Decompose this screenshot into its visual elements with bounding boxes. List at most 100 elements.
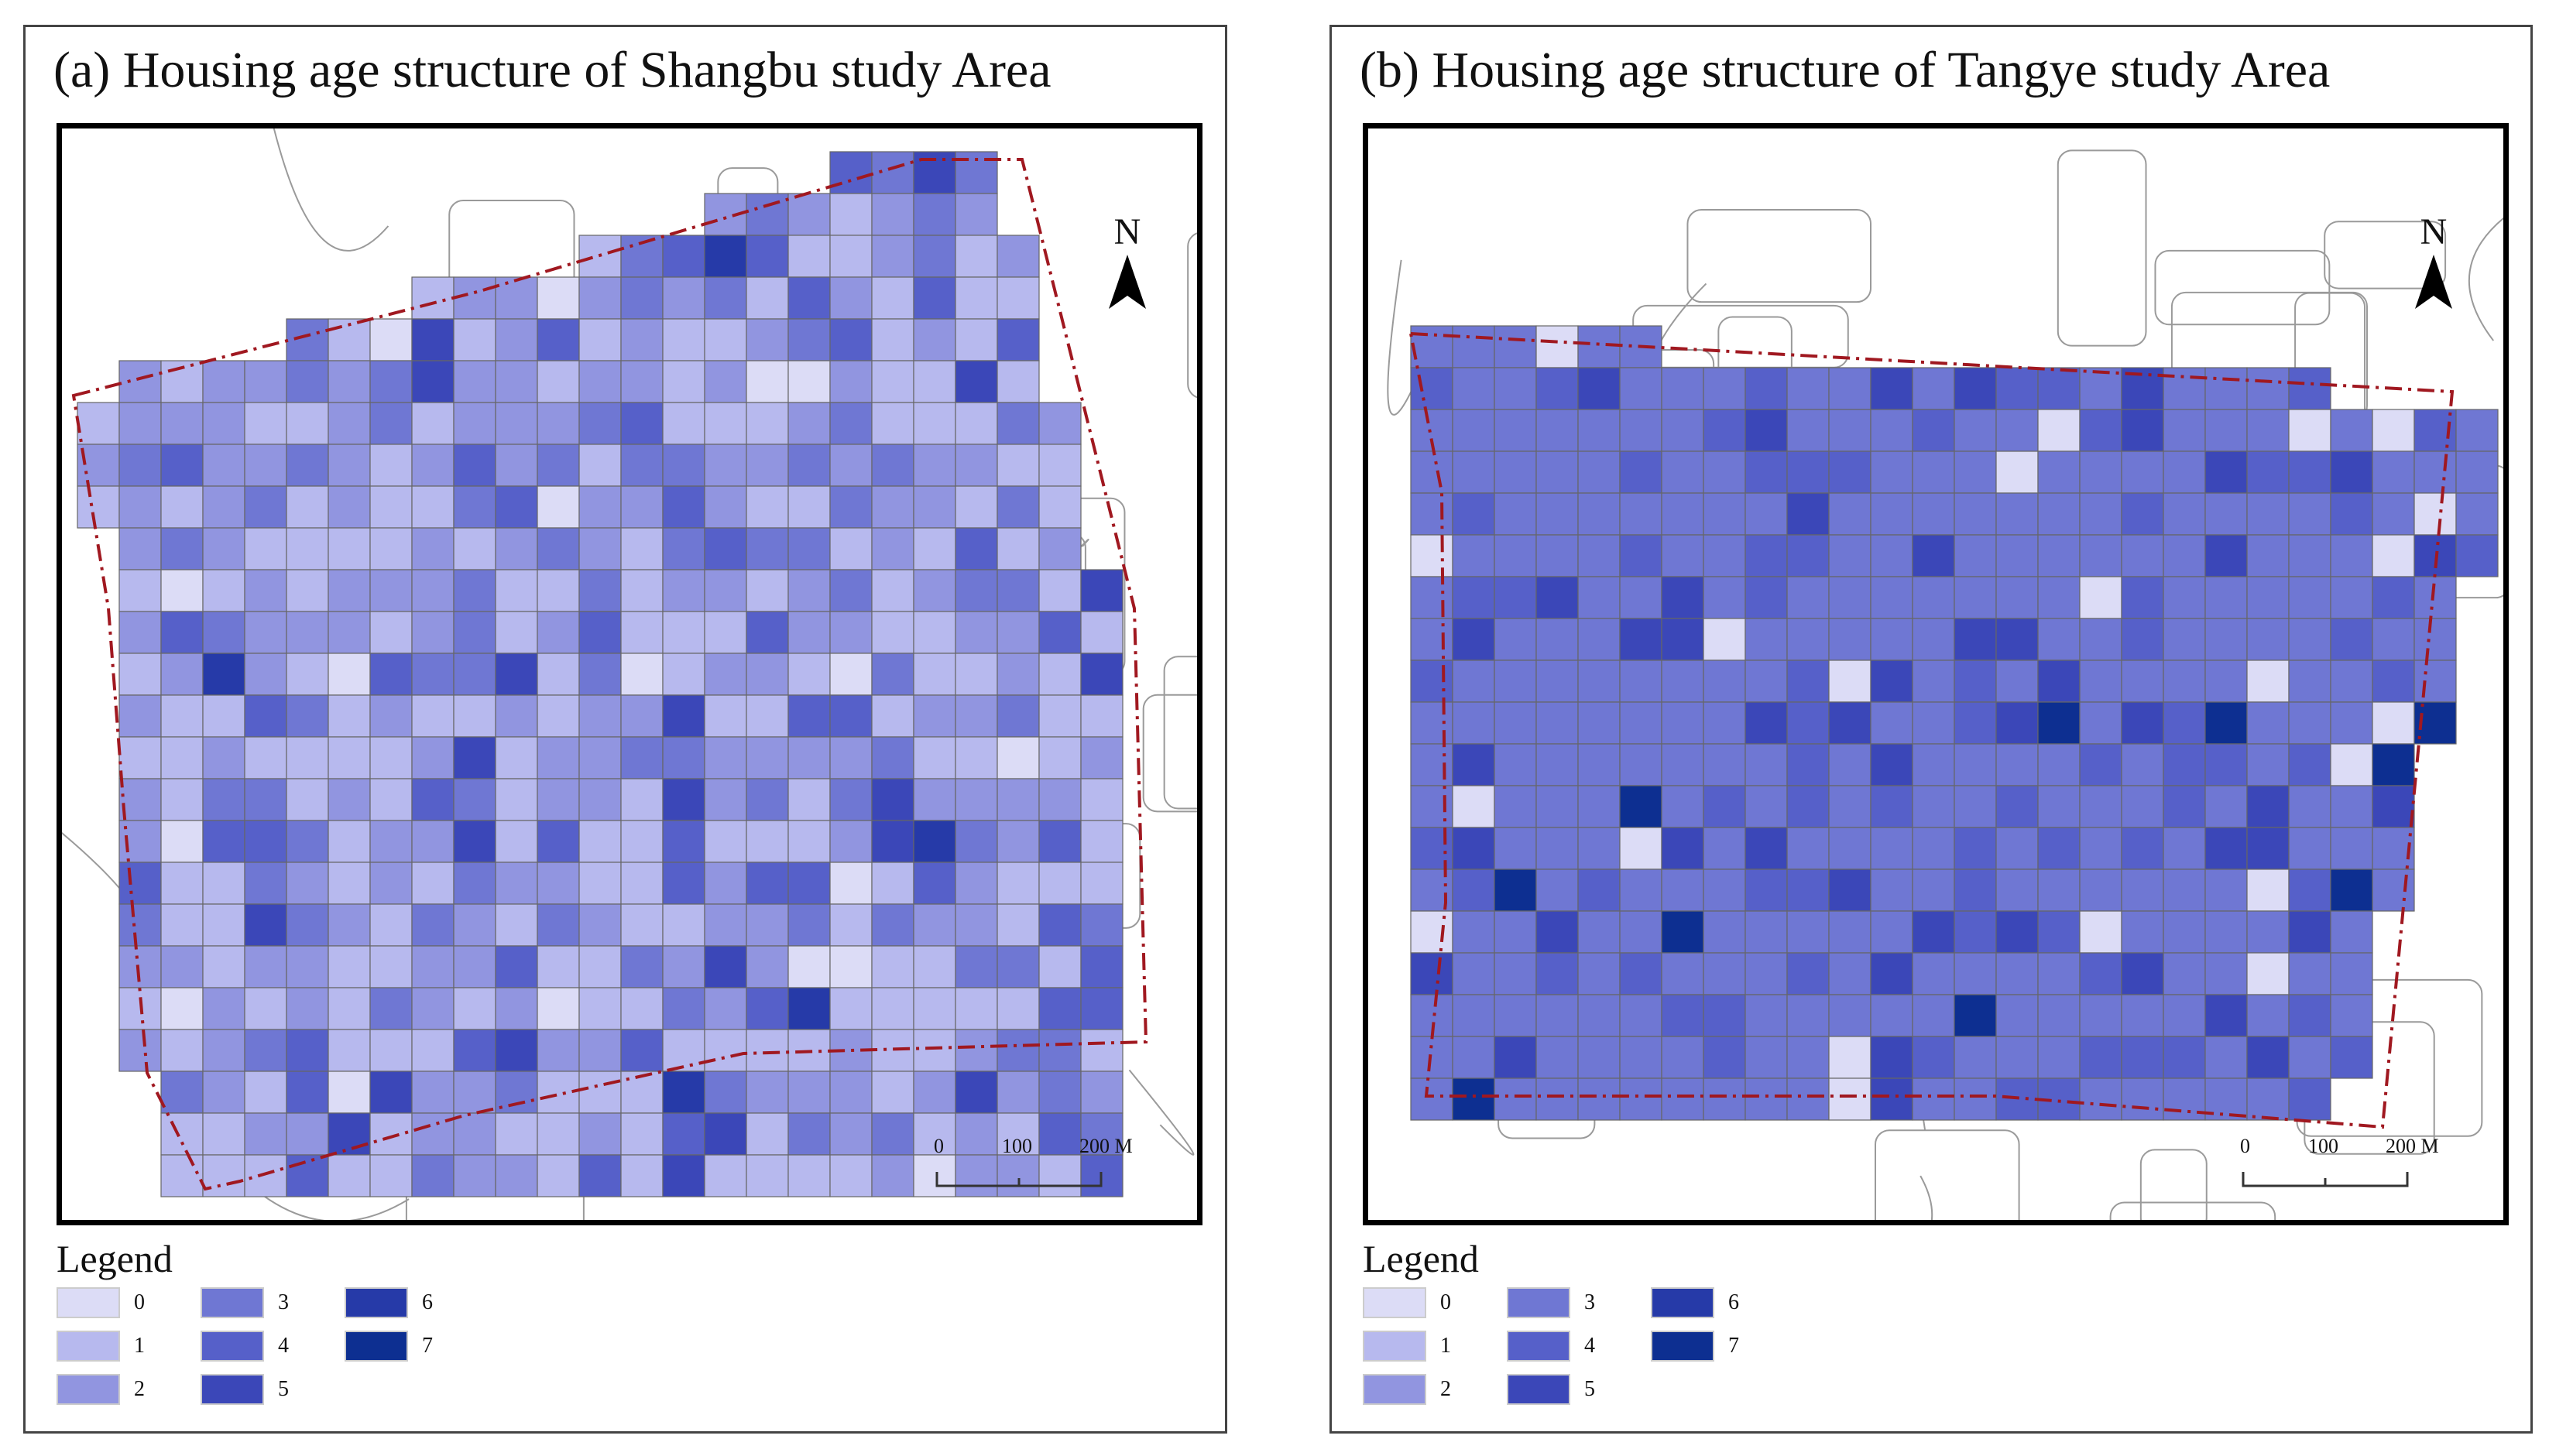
- grid-cell: [1828, 659, 1871, 703]
- grid-cell: [2372, 492, 2415, 536]
- grid-cell: [328, 903, 371, 947]
- grid-cell: [2121, 827, 2164, 870]
- grid-cell: [1535, 952, 1579, 995]
- grid-cell: [955, 318, 998, 361]
- grid-cell: [2246, 743, 2290, 786]
- legend-item-3: 3: [201, 1287, 289, 1318]
- grid-cell: [328, 1029, 371, 1072]
- grid-cell: [328, 569, 371, 612]
- grid-cell: [787, 862, 831, 905]
- grid-cell: [495, 945, 538, 988]
- grid-cell: [620, 1112, 664, 1156]
- legend-item-3: 3: [1507, 1287, 1595, 1318]
- grid-cell: [829, 235, 873, 278]
- grid-cell: [328, 1112, 371, 1156]
- grid-cell: [2330, 451, 2373, 494]
- grid-cell: [286, 444, 329, 487]
- grid-cell: [1535, 451, 1579, 494]
- grid-cell: [1494, 618, 1537, 661]
- grid-cell: [746, 945, 789, 988]
- grid-cell: [1954, 701, 1997, 745]
- grid-cell: [2246, 659, 2290, 703]
- grid-cell: [1577, 367, 1621, 410]
- grid-cell: [1745, 618, 1788, 661]
- grid-cell: [746, 987, 789, 1030]
- grid-cell: [2079, 827, 2122, 870]
- grid-cell: [746, 444, 789, 487]
- grid-cell: [620, 653, 664, 696]
- grid-cell: [913, 360, 956, 403]
- grid-cell: [202, 569, 245, 612]
- grid-cell: [1995, 451, 2039, 494]
- legend-item-2: 2: [57, 1374, 145, 1405]
- grid-cell: [1577, 618, 1621, 661]
- legend-swatch: [1651, 1331, 1714, 1362]
- north-label: N: [1113, 211, 1141, 252]
- grid-cell: [244, 945, 287, 988]
- grid-cell: [1452, 952, 1495, 995]
- grid-cell: [1703, 1036, 1746, 1079]
- grid-cell: [1535, 701, 1579, 745]
- grid-cell: [997, 444, 1040, 487]
- grid-cell: [160, 694, 204, 738]
- grid-cell: [411, 862, 455, 905]
- legend-label: 1: [1440, 1334, 1451, 1358]
- grid-cell: [202, 820, 245, 863]
- grid-cell: [244, 736, 287, 779]
- grid-cell: [955, 444, 998, 487]
- grid-cell: [118, 694, 162, 738]
- grid-cell: [1619, 952, 1662, 995]
- grid-cell: [578, 945, 622, 988]
- grid-cell: [1080, 945, 1124, 988]
- grid-cell: [2288, 1077, 2331, 1121]
- grid-cell: [829, 444, 873, 487]
- grid-cell: [2288, 785, 2331, 828]
- grid-cell: [1410, 952, 1453, 995]
- grid-cell: [2121, 618, 2164, 661]
- grid-cell: [1577, 576, 1621, 619]
- grid-cell: [1535, 325, 1579, 368]
- scale-label-0: 0: [2240, 1135, 2250, 1157]
- grid-cell: [2372, 451, 2415, 494]
- grid-cell: [662, 653, 705, 696]
- panel-tangye: (b) Housing age structure of Tangye stud…: [1329, 25, 2533, 1434]
- grid-cell: [997, 736, 1040, 779]
- grid-cell: [829, 151, 873, 194]
- grid-cell: [1619, 618, 1662, 661]
- grid-cell: [955, 1029, 998, 1072]
- grid-cell: [1954, 994, 1997, 1037]
- grid-cell: [913, 235, 956, 278]
- grid-cell: [913, 527, 956, 570]
- legend-label: 1: [134, 1334, 145, 1358]
- grid-cell: [2246, 367, 2290, 410]
- grid-cell: [2288, 534, 2331, 577]
- grid-cell: [328, 862, 371, 905]
- grid-cell: [1494, 534, 1537, 577]
- grid-cell: [1577, 451, 1621, 494]
- grid-cell: [2121, 785, 2164, 828]
- map-frame: N 0 100 200 M: [57, 123, 1202, 1225]
- grid-cell: [704, 360, 747, 403]
- grid-cell: [1577, 994, 1621, 1037]
- grid-cell: [2121, 659, 2164, 703]
- tangye-map: [1387, 149, 2503, 1220]
- grid-cell: [1661, 367, 1704, 410]
- grid-cell: [1619, 1036, 1662, 1079]
- grid-cell: [913, 945, 956, 988]
- grid-cell: [495, 903, 538, 947]
- grid-cell: [871, 360, 914, 403]
- grid-cell: [1828, 701, 1871, 745]
- grid-cell: [1038, 987, 1082, 1030]
- grid-cell: [1661, 576, 1704, 619]
- grid-cell: [1828, 534, 1871, 577]
- grid-cell: [328, 736, 371, 779]
- grid-cell: [913, 276, 956, 320]
- grid-cell: [871, 820, 914, 863]
- grid-cell: [1912, 994, 1955, 1037]
- legend-label: 2: [1440, 1377, 1451, 1401]
- grid-cell: [829, 945, 873, 988]
- grid-cell: [2246, 534, 2290, 577]
- grid-cell: [1577, 785, 1621, 828]
- grid-cell: [118, 360, 162, 403]
- grid-cell: [369, 1029, 413, 1072]
